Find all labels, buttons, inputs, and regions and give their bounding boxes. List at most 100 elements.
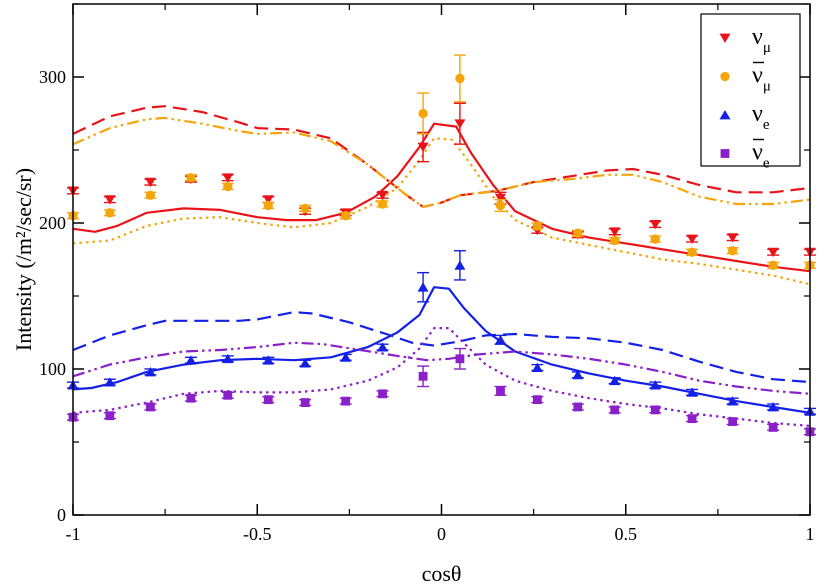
y-tick-label: 0 <box>57 505 66 525</box>
point-nu_e <box>262 355 274 365</box>
point-nu_e <box>417 282 429 292</box>
point-nu_mu_bar <box>377 199 388 209</box>
curve-nu_mu-dash <box>72 105 811 208</box>
point-nu_e_bar <box>650 405 660 415</box>
point-nu_mu_bar <box>418 108 428 119</box>
point-nu_mu_bar <box>300 203 310 214</box>
point-nu_mu_bar <box>341 211 351 221</box>
point-nu_e_bar <box>105 411 115 421</box>
point-nu_mu_bar <box>105 208 115 218</box>
y-axis: 0 100 200 300 <box>39 3 810 525</box>
x-tick-label: -0.5 <box>243 524 272 544</box>
point-nu_mu_bar <box>687 247 697 257</box>
model-curves <box>72 105 811 427</box>
legend-marker <box>719 110 731 120</box>
x-tick-label: -1 <box>66 524 81 544</box>
point-nu_e <box>494 334 506 345</box>
x-tick-label: 0.5 <box>615 524 638 544</box>
y-tick-label: 200 <box>39 213 66 233</box>
point-nu_mu_bar <box>610 235 620 246</box>
point-nu_e_bar <box>496 386 505 396</box>
legend-box <box>700 13 801 167</box>
point-nu_e_bar <box>223 390 233 400</box>
curve-nu_e-dot <box>72 327 811 427</box>
point-nu_mu <box>727 233 739 243</box>
point-nu_mu <box>494 193 506 204</box>
point-nu_mu <box>649 220 661 230</box>
point-nu_e <box>767 402 779 412</box>
x-tick-label: 0 <box>437 524 446 544</box>
point-nu_mu_bar <box>145 190 156 200</box>
point-nu_mu <box>454 119 466 129</box>
legend-label: νe <box>752 101 770 133</box>
point-nu_mu_bar <box>768 260 778 271</box>
point-nu_mu <box>686 234 698 245</box>
x-axis: -1 -0.5 0 0.5 1 <box>66 4 815 544</box>
point-nu_e <box>572 369 584 380</box>
point-nu_e <box>185 355 197 365</box>
point-nu_e_bar <box>610 405 620 415</box>
curve-nu_e-dashdot <box>72 341 811 395</box>
y-tick-label: 100 <box>39 359 66 379</box>
point-nu_e <box>222 353 234 364</box>
point-nu_e_bar <box>300 398 310 407</box>
legend-label: νe <box>752 140 770 172</box>
legend-marker <box>720 149 730 158</box>
point-nu_e_bar <box>145 402 155 412</box>
legend-marker <box>719 33 731 43</box>
curve-nu_mu-solid <box>72 122 811 273</box>
x-tick-label: 1 <box>806 524 815 544</box>
plot-frame <box>72 3 811 516</box>
point-nu_e <box>104 377 116 387</box>
legend: νμ νμ νe νe <box>700 13 801 172</box>
point-nu_mu_bar <box>727 246 738 256</box>
point-nu_mu_bar <box>532 221 542 231</box>
point-nu_mu_bar <box>223 181 233 192</box>
point-nu_e_bar <box>687 414 697 424</box>
point-nu_e <box>377 342 389 352</box>
curve-nu_mu-dot <box>72 137 811 286</box>
point-nu_e <box>299 358 311 368</box>
point-nu_mu_bar <box>573 228 583 238</box>
point-nu_mu <box>222 173 234 183</box>
curve-nu_e-dash <box>72 311 811 384</box>
point-nu_e <box>686 387 698 397</box>
point-nu_mu <box>104 195 116 205</box>
point-nu_e_bar <box>418 371 428 381</box>
legend-label: νμ <box>752 24 771 56</box>
y-tick-label: 300 <box>39 67 66 87</box>
point-nu_mu <box>417 142 429 153</box>
point-nu_e_bar <box>728 417 738 426</box>
point-nu_e_bar <box>378 389 387 399</box>
point-nu_mu_bar <box>650 234 660 244</box>
point-nu_mu_bar <box>495 200 506 211</box>
curve-nu_mu-dashdot <box>72 116 811 208</box>
legend-label: νμ <box>752 63 771 95</box>
point-nu_e <box>649 380 661 390</box>
point-nu_e_bar <box>455 354 465 364</box>
point-nu_e_bar <box>341 396 351 406</box>
point-nu_mu <box>377 190 389 201</box>
point-nu_e_bar <box>573 402 583 412</box>
curve-nu_e-solid <box>72 286 811 414</box>
legend-marker <box>720 71 730 82</box>
point-nu_mu <box>144 177 156 188</box>
point-nu_e <box>454 260 466 270</box>
point-nu_mu_bar <box>263 200 273 211</box>
point-nu_e_bar <box>768 423 778 432</box>
point-nu_mu <box>262 195 274 205</box>
point-nu_e <box>144 366 156 377</box>
point-nu_e_bar <box>186 393 196 403</box>
point-nu_mu_bar <box>186 173 196 183</box>
point-nu_e <box>609 375 621 386</box>
x-axis-label: cosθ <box>422 561 462 586</box>
point-nu_e_bar <box>532 395 542 405</box>
point-nu_e <box>531 362 543 372</box>
point-nu_mu <box>609 227 621 237</box>
point-nu_e <box>727 396 739 406</box>
point-nu_mu_bar <box>455 73 465 84</box>
point-nu_mu <box>767 247 779 258</box>
point-nu_e_bar <box>263 395 273 405</box>
point-nu_e <box>340 352 352 362</box>
